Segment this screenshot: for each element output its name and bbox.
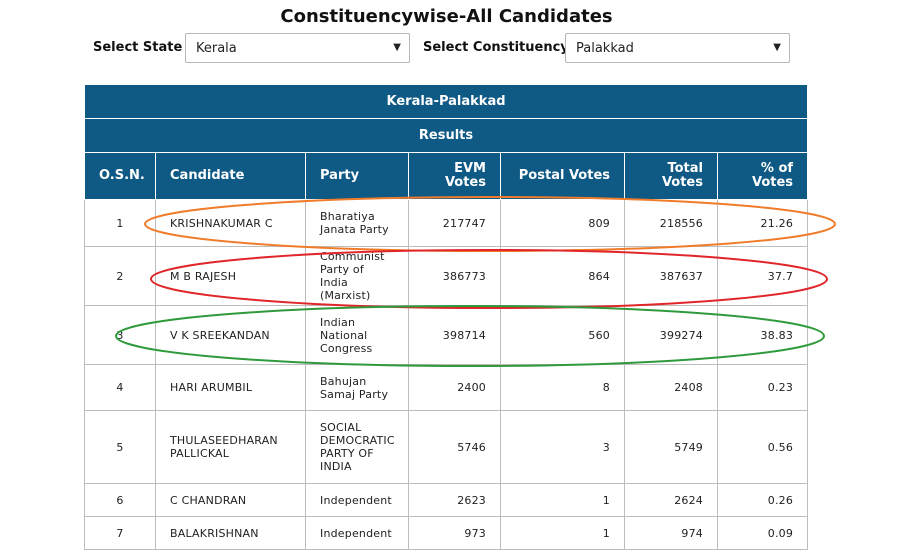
table-header-row: O.S.N. Candidate Party EVM Votes Postal … [84,152,809,200]
cell-sn: 6 [84,483,156,517]
cell-total: 974 [624,516,718,550]
cell-postal: 864 [500,246,625,306]
cell-postal: 560 [500,305,625,365]
results-table-container: Kerala-Palakkad Results O.S.N. Candidate… [83,84,809,550]
cell-party: Independent [305,483,409,517]
results-table: Kerala-Palakkad Results O.S.N. Candidate… [83,84,809,550]
cell-party: Communist Party of India (Marxist) [305,246,409,306]
col-header-osn: O.S.N. [84,152,156,200]
cell-percent: 37.7 [716,246,809,306]
cell-total: 5749 [624,410,718,484]
cell-sn: 4 [84,364,156,411]
table-row: 2 M B RAJESH Communist Party of India (M… [84,246,809,306]
cell-percent: 0.23 [716,364,809,411]
constituency-label: Select Constituency [423,40,569,55]
cell-postal: 809 [500,199,625,247]
col-header-percent-votes: % of Votes [716,152,809,200]
chevron-down-icon: ▼ [393,42,401,53]
cell-candidate: C CHANDRAN [155,483,306,517]
col-header-party: Party [305,152,409,200]
cell-party: Indian National Congress [305,305,409,365]
cell-percent: 0.09 [716,516,809,550]
cell-party: Bahujan Samaj Party [305,364,409,411]
cell-evm: 2400 [408,364,501,411]
cell-candidate: HARI ARUMBIL [155,364,306,411]
state-select[interactable]: Kerala ▼ [185,33,410,63]
cell-candidate: KRISHNAKUMAR C [155,199,306,247]
cell-total: 399274 [624,305,718,365]
table-row: 6 C CHANDRAN Independent 2623 1 2624 0.2… [84,483,809,517]
table-row: 1 KRISHNAKUMAR C Bharatiya Janata Party … [84,199,809,247]
cell-sn: 3 [84,305,156,365]
cell-evm: 973 [408,516,501,550]
cell-candidate: BALAKRISHNAN [155,516,306,550]
table-row: 4 HARI ARUMBIL Bahujan Samaj Party 2400 … [84,364,809,411]
state-label: Select State [93,40,183,55]
results-heading: Results [83,118,809,153]
col-header-candidate: Candidate [155,152,306,200]
cell-total: 387637 [624,246,718,306]
cell-candidate: THULASEEDHARAN PALLICKAL [155,410,306,484]
cell-evm: 398714 [408,305,501,365]
cell-total: 218556 [624,199,718,247]
cell-evm: 5746 [408,410,501,484]
cell-sn: 1 [84,199,156,247]
cell-party: SOCIAL DEMOCRATIC PARTY OF INDIA [305,410,409,484]
cell-evm: 217747 [408,199,501,247]
cell-evm: 2623 [408,483,501,517]
constituency-select-value: Palakkad [576,41,634,56]
cell-percent: 38.83 [716,305,809,365]
cell-total: 2624 [624,483,718,517]
cell-percent: 0.56 [716,410,809,484]
col-header-evm-votes: EVM Votes [408,152,501,200]
cell-postal: 8 [500,364,625,411]
cell-sn: 5 [84,410,156,484]
cell-postal: 1 [500,483,625,517]
cell-percent: 0.26 [716,483,809,517]
cell-candidate: M B RAJESH [155,246,306,306]
cell-party: Independent [305,516,409,550]
table-row: 5 THULASEEDHARAN PALLICKAL SOCIAL DEMOCR… [84,410,809,484]
cell-candidate: V K SREEKANDAN [155,305,306,365]
constituency-heading: Kerala-Palakkad [83,84,809,119]
cell-evm: 386773 [408,246,501,306]
chevron-down-icon: ▼ [773,42,781,53]
cell-sn: 2 [84,246,156,306]
page-title: Constituencywise-All Candidates [280,6,613,27]
col-header-postal-votes: Postal Votes [500,152,625,200]
cell-percent: 21.26 [716,199,809,247]
cell-party: Bharatiya Janata Party [305,199,409,247]
state-select-value: Kerala [196,41,237,56]
col-header-total-votes: Total Votes [624,152,718,200]
cell-total: 2408 [624,364,718,411]
table-row: 3 V K SREEKANDAN Indian National Congres… [84,305,809,365]
cell-sn: 7 [84,516,156,550]
constituency-select[interactable]: Palakkad ▼ [565,33,790,63]
cell-postal: 3 [500,410,625,484]
table-row: 7 BALAKRISHNAN Independent 973 1 974 0.0… [84,516,809,550]
cell-postal: 1 [500,516,625,550]
